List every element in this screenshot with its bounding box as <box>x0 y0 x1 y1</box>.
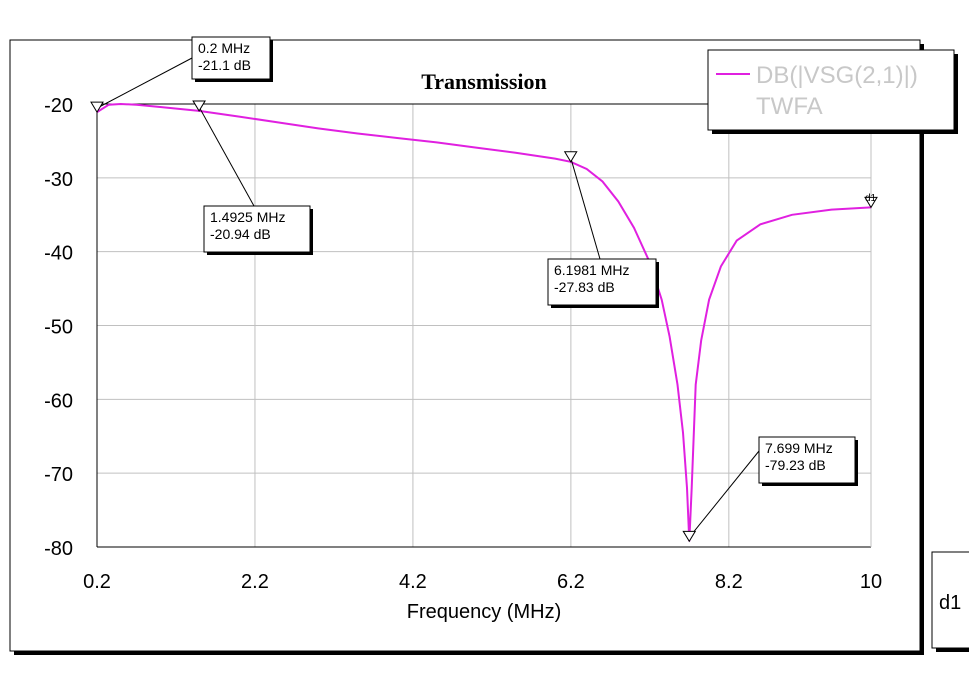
marker-triangle-3 <box>682 530 697 543</box>
y-tick-label-5: -70 <box>44 464 73 486</box>
marker-box-2 <box>547 258 657 306</box>
marker-label-0-0: 0.2 MHz <box>198 40 250 56</box>
legend-entry-vsg21: DB(|VSG(2,1)|) <box>756 62 918 89</box>
side-panel-box <box>931 551 969 649</box>
marker-box-1 <box>203 205 311 253</box>
marker-leader-1 <box>198 106 255 207</box>
x-tick-label-1: 2.2 <box>241 571 269 593</box>
marker-label-0-1: -21.1 dB <box>198 57 251 73</box>
x-tick-label-0: 0.2 <box>83 571 111 593</box>
marker-label-2-0: 6.1981 MHz <box>554 262 629 278</box>
y-tick-labels: -20 -30 -40 -50 -60 -70 -80 <box>44 95 73 560</box>
marker-label-1-0: 1.4925 MHz <box>210 209 285 225</box>
marker-leader-3 <box>688 450 760 538</box>
y-tick-label-2: -40 <box>44 243 73 265</box>
side-panel-label: d1 <box>939 592 961 614</box>
marker-4[interactable] <box>864 196 878 209</box>
x-axis-label: Frequency (MHz) <box>407 601 561 623</box>
x-tick-label-4: 8.2 <box>715 571 743 593</box>
side-panel[interactable]: d1 <box>931 551 969 652</box>
legend-entry-twfa: TWFA <box>756 93 823 120</box>
marker-triangle-1 <box>192 100 206 112</box>
series-line-vsg21 <box>96 102 872 542</box>
marker-0[interactable]: 0.2 MHz-21.1 dB <box>90 36 273 114</box>
x-tick-label-3: 6.2 <box>557 571 585 593</box>
marker-3[interactable]: 7.699 MHz-79.23 dB <box>682 436 858 543</box>
marker-triangle-0 <box>90 101 104 114</box>
marker-box-3 <box>758 436 856 484</box>
marker-triangle-4 <box>864 196 878 209</box>
marker-box-0 <box>191 36 271 80</box>
marker-label-3-1: -79.23 dB <box>765 457 826 473</box>
marker-label-3-0: 7.699 MHz <box>765 440 833 456</box>
marker-leader-2 <box>570 157 601 260</box>
frame <box>9 39 921 652</box>
marker-triangle-2 <box>563 151 578 163</box>
x-tick-label-2: 4.2 <box>399 571 427 593</box>
y-tick-label-4: -60 <box>44 390 73 412</box>
y-tick-label-3: -50 <box>44 317 73 339</box>
marker-1[interactable]: 1.4925 MHz-20.94 dB <box>192 100 313 255</box>
marker-label-2-1: -27.83 dB <box>554 279 615 295</box>
markers: 0.2 MHz-21.1 dB1.4925 MHz-20.94 dB6.1981… <box>90 36 878 543</box>
marker-2[interactable]: 6.1981 MHz-27.83 dB <box>547 151 659 308</box>
x-tick-labels: 0.2 2.2 4.2 6.2 8.2 10 <box>83 571 882 593</box>
marker-leader-0 <box>96 57 193 109</box>
marker-label-1-1: -20.94 dB <box>210 226 271 242</box>
x-tick-label-5: 10 <box>860 571 882 593</box>
y-tick-label-6: -80 <box>44 538 73 560</box>
legend-box <box>707 49 955 131</box>
legend[interactable]: DB(|VSG(2,1)|) TWFA <box>707 49 958 134</box>
chart-title: Transmission <box>421 69 547 94</box>
trace-tag-d1: d1 <box>865 193 877 204</box>
y-tick-label-0: -20 <box>44 95 73 117</box>
y-tick-label-1: -30 <box>44 169 73 191</box>
